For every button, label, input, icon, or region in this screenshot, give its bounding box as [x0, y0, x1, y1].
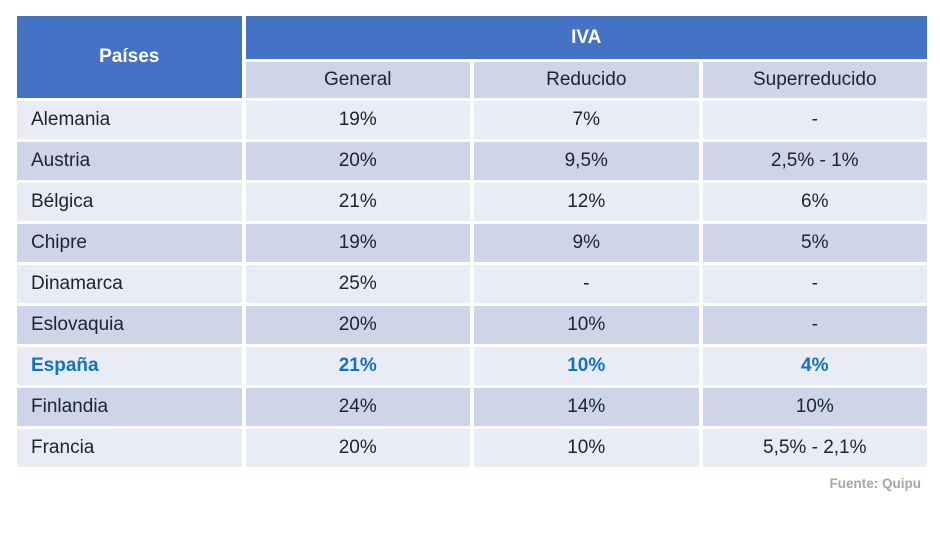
reducido-cell: 9,5% [474, 142, 699, 180]
superreducido-cell: 2,5% - 1% [702, 142, 927, 180]
country-cell: Finlandia [17, 388, 242, 426]
column-header-reducido: Reducido [474, 62, 699, 98]
general-cell: 21% [245, 347, 470, 385]
header-paises: Países [17, 16, 242, 98]
country-cell: Dinamarca [17, 265, 242, 303]
reducido-cell: 10% [474, 429, 699, 467]
superreducido-cell: - [702, 265, 927, 303]
general-cell: 20% [245, 306, 470, 344]
table-subheader-row: General Reducido Superreducido [17, 62, 927, 98]
country-cell: Alemania [17, 101, 242, 139]
reducido-cell: 9% [474, 224, 699, 262]
table-row-dinamarca: Dinamarca 25% - - [17, 265, 927, 303]
country-cell: Bélgica [17, 183, 242, 221]
superreducido-cell: - [702, 101, 927, 139]
column-header-superreducido: Superreducido [702, 62, 927, 98]
table-row-chipre: Chipre 19% 9% 5% [17, 224, 927, 262]
table-row-francia: Francia 20% 10% 5,5% - 2,1% [17, 429, 927, 467]
general-cell: 20% [245, 142, 470, 180]
reducido-cell: 14% [474, 388, 699, 426]
general-cell: 19% [245, 224, 470, 262]
table-row-espana-highlighted: España 21% 10% 4% [17, 347, 927, 385]
superreducido-cell: 6% [702, 183, 927, 221]
country-cell: Austria [17, 142, 242, 180]
reducido-cell: 12% [474, 183, 699, 221]
table-header-row: Países IVA [17, 16, 927, 98]
country-cell: Chipre [17, 224, 242, 262]
reducido-cell: - [474, 265, 699, 303]
general-cell: 25% [245, 265, 470, 303]
general-cell: 20% [245, 429, 470, 467]
superreducido-cell: - [702, 306, 927, 344]
table-row-austria: Austria 20% 9,5% 2,5% - 1% [17, 142, 927, 180]
superreducido-cell: 5,5% - 2,1% [702, 429, 927, 467]
table-row-finlandia: Finlandia 24% 14% 10% [17, 388, 927, 426]
table-row-alemania: Alemania 19% 7% - [17, 101, 927, 139]
reducido-cell: 7% [474, 101, 699, 139]
table-row-eslovaquia: Eslovaquia 20% 10% - [17, 306, 927, 344]
country-cell: Francia [17, 429, 242, 467]
column-header-general: General [245, 62, 470, 98]
superreducido-cell: 5% [702, 224, 927, 262]
superreducido-cell: 4% [702, 347, 927, 385]
vat-rates-table: Países IVA General Reducido Superreducid… [13, 13, 931, 470]
reducido-cell: 10% [474, 306, 699, 344]
country-cell: Eslovaquia [17, 306, 242, 344]
superreducido-cell: 10% [702, 388, 927, 426]
general-cell: 19% [245, 101, 470, 139]
header-iva: IVA [245, 16, 927, 59]
general-cell: 21% [245, 183, 470, 221]
reducido-cell: 10% [474, 347, 699, 385]
country-cell: España [17, 347, 242, 385]
general-cell: 24% [245, 388, 470, 426]
source-note: Fuente: Quipu [829, 476, 922, 491]
table-row-belgica: Bélgica 21% 12% 6% [17, 183, 927, 221]
